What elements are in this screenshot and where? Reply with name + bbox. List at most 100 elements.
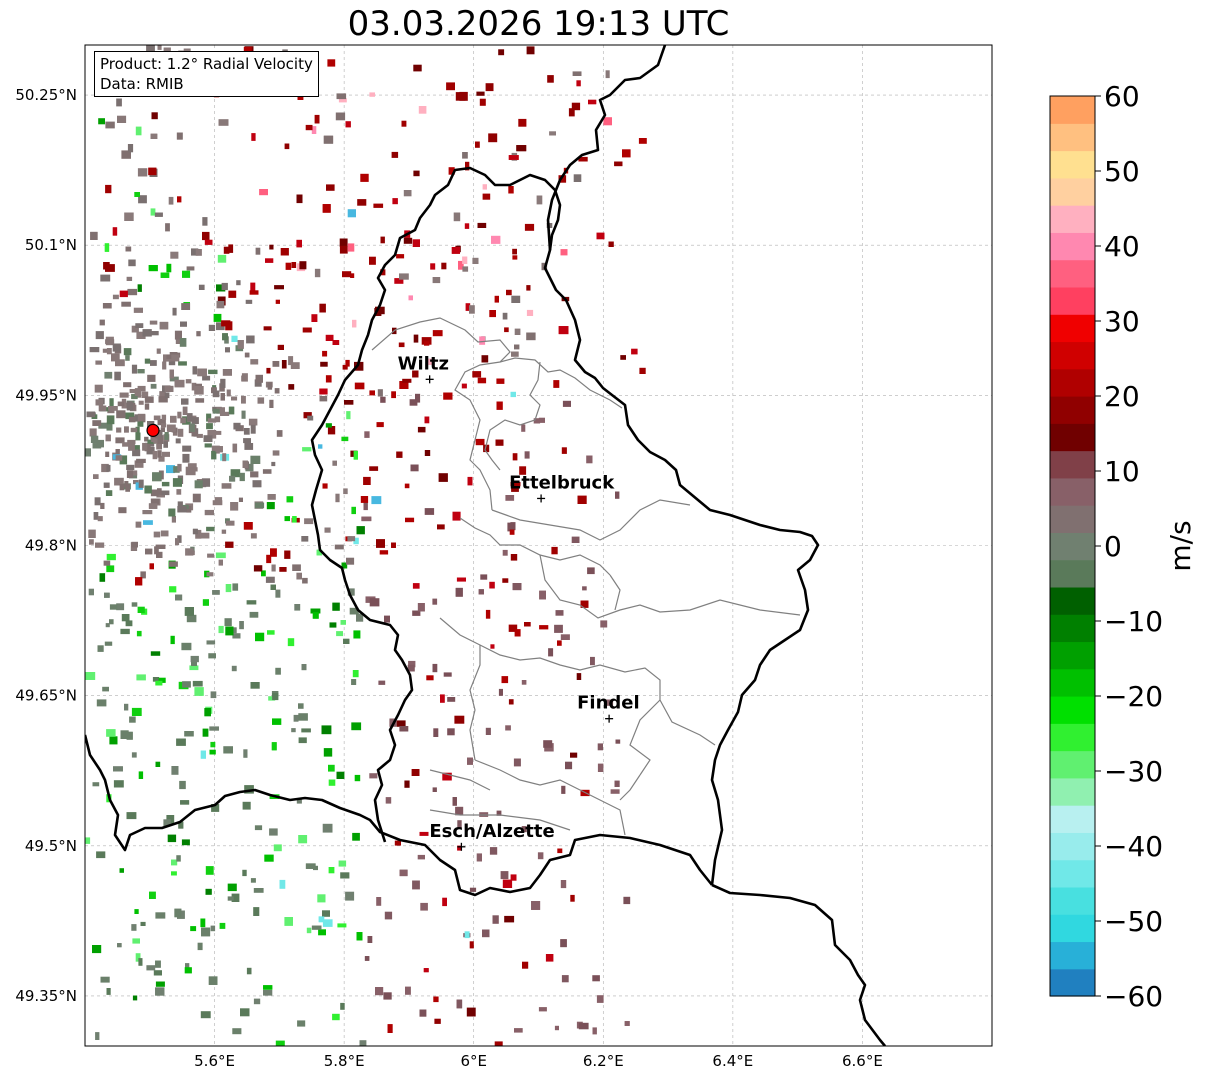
radar-echo [250, 424, 256, 434]
radar-echo [398, 342, 405, 348]
radar-echo [508, 699, 514, 705]
radar-echo [318, 916, 325, 923]
radar-echo [119, 455, 128, 465]
radar-echo [225, 520, 235, 526]
radar-echo [102, 686, 109, 692]
radar-echo [106, 553, 116, 561]
radar-echo [137, 413, 146, 422]
radar-echo [101, 463, 109, 473]
colorbar-tick-label: 40 [1104, 230, 1140, 263]
radar-echo [159, 391, 166, 398]
radar-echo [412, 583, 420, 589]
radar-echo [514, 1028, 523, 1033]
radar-echo [437, 524, 445, 530]
radar-echo [338, 860, 347, 867]
radar-echo [508, 624, 518, 632]
radar-echo [578, 1022, 589, 1030]
radar-echo [177, 506, 187, 513]
radar-echo [158, 456, 165, 462]
radar-echo [322, 350, 328, 357]
radar-echo [272, 361, 280, 367]
radar-echo [248, 418, 258, 426]
radar-echo [428, 358, 435, 365]
colorbar-block [1050, 859, 1095, 888]
radar-echo [141, 391, 149, 398]
radar-echo [524, 451, 530, 459]
radar-echo [284, 516, 290, 522]
radar-echo [336, 93, 347, 100]
radar-echo [340, 620, 346, 625]
lon-tick-label: 6.6°E [842, 1052, 883, 1070]
radar-echo [508, 155, 519, 160]
radar-echoes [85, 45, 647, 1046]
radar-echo [131, 752, 137, 758]
radar-echo [133, 307, 143, 313]
radar-echo [120, 628, 130, 635]
radar-echo [164, 385, 174, 392]
radar-echo [175, 337, 181, 344]
radar-echo [508, 186, 514, 194]
radar-echo [297, 95, 304, 100]
radar-echo [85, 672, 96, 680]
radar-echo [322, 204, 331, 213]
radar-echo [186, 505, 192, 513]
radar-echo [105, 121, 115, 129]
radar-echo [477, 377, 487, 384]
radar-echo [262, 469, 272, 474]
radar-echo [255, 247, 261, 255]
lon-tick-label: 6.4°E [712, 1052, 753, 1070]
radar-echo [573, 174, 582, 182]
colorbar-block [1050, 914, 1095, 943]
radar-echo [123, 348, 132, 356]
radar-echo [169, 586, 177, 593]
radar-echo [339, 245, 348, 254]
radar-echo [319, 396, 328, 402]
radar-echo [423, 968, 429, 973]
radar-echo [561, 975, 569, 983]
radar-echo [123, 382, 132, 388]
radar-echo [405, 986, 411, 995]
radar-echo [116, 603, 125, 611]
radar-echo [113, 766, 123, 772]
radar-echo [157, 45, 162, 50]
colorbar-tick-label: 60 [1104, 80, 1140, 113]
radar-echo [442, 897, 447, 907]
radar-echo [489, 581, 495, 589]
radar-echo [476, 91, 485, 96]
radar-echo [208, 324, 216, 331]
lon-tick-label: 6.2°E [583, 1052, 624, 1070]
radar-echo [175, 538, 180, 546]
radar-echo [342, 364, 348, 370]
radar-echo [430, 263, 436, 270]
radar-echo [121, 402, 130, 409]
radar-echo [380, 396, 386, 403]
radar-echo [554, 624, 563, 633]
radar-echo [142, 329, 152, 337]
radar-echo [109, 398, 114, 408]
radar-echo [580, 600, 589, 608]
radar-echo [284, 143, 290, 150]
radar-echo [131, 364, 138, 374]
radar-echo [171, 766, 179, 775]
radar-echo [548, 648, 554, 657]
lat-tick-label: 50.1°N [25, 236, 77, 254]
radar-echo [158, 677, 166, 683]
radar-echo [443, 672, 452, 677]
radar-echo [363, 476, 371, 485]
radar-echo [513, 758, 521, 767]
radar-echo [385, 797, 392, 804]
radar-echo [189, 423, 195, 432]
radar-echo [407, 664, 415, 672]
radar-echo [126, 464, 135, 470]
radar-echo [337, 923, 347, 928]
radar-echo [505, 495, 515, 501]
radar-echo [420, 902, 428, 911]
radar-echo [126, 731, 133, 740]
radar-echo [121, 150, 131, 159]
radar-echo [277, 344, 284, 350]
radar-echo [472, 257, 479, 264]
radar-echo [225, 347, 230, 353]
radar-echo [134, 909, 139, 914]
radar-echo [376, 422, 384, 428]
